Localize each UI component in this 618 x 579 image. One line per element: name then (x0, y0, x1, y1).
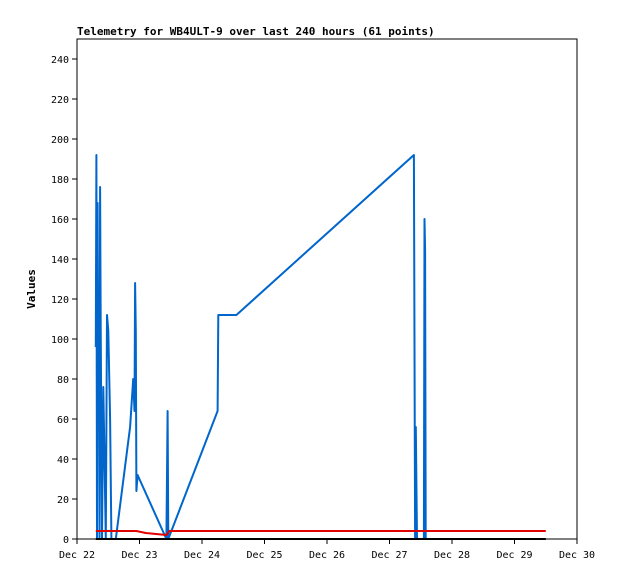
x-tick-label: Dec 28 (434, 550, 470, 561)
x-tick-label: Dec 27 (371, 550, 407, 561)
y-tick-label: 160 (51, 215, 69, 226)
y-tick-label: 60 (57, 415, 69, 426)
series-line-2 (95, 530, 546, 536)
x-tick-label: Dec 30 (559, 550, 595, 561)
chart-title: Telemetry for WB4ULT-9 over last 240 hou… (77, 25, 435, 38)
x-axis-ticks: Dec 22 Dec 23 Dec 24 Dec 25 Dec 26 Dec 27 Dec … (59, 539, 595, 561)
plot-area (76, 38, 578, 540)
y-tick-label: 20 (57, 495, 69, 506)
x-tick-label: Dec 23 (121, 550, 157, 561)
y-tick-label: 100 (51, 335, 69, 346)
y-tick-label: 40 (57, 455, 69, 466)
y-tick-label: 120 (51, 295, 69, 306)
y-tick-label: 140 (51, 255, 69, 266)
x-tick-label: Dec 26 (309, 550, 345, 561)
y-tick-label: 220 (51, 95, 69, 106)
y-axis-ticks: 0 20 40 60 80 100 120 140 160 180 200 220 240 (51, 55, 77, 546)
x-tick-label: Dec 24 (184, 550, 220, 561)
y-tick-label: 240 (51, 55, 69, 66)
x-tick-label: Dec 22 (59, 550, 95, 561)
y-tick-label: 80 (57, 375, 69, 386)
y-tick-label: 0 (63, 535, 69, 546)
x-tick-label: Dec 25 (246, 550, 282, 561)
y-tick-label: 180 (51, 175, 69, 186)
series-line-1 (94, 154, 427, 540)
y-axis-label: Values (25, 269, 38, 309)
series-layer (94, 154, 546, 540)
y-tick-label: 200 (51, 135, 69, 146)
x-tick-label: Dec 29 (496, 550, 532, 561)
